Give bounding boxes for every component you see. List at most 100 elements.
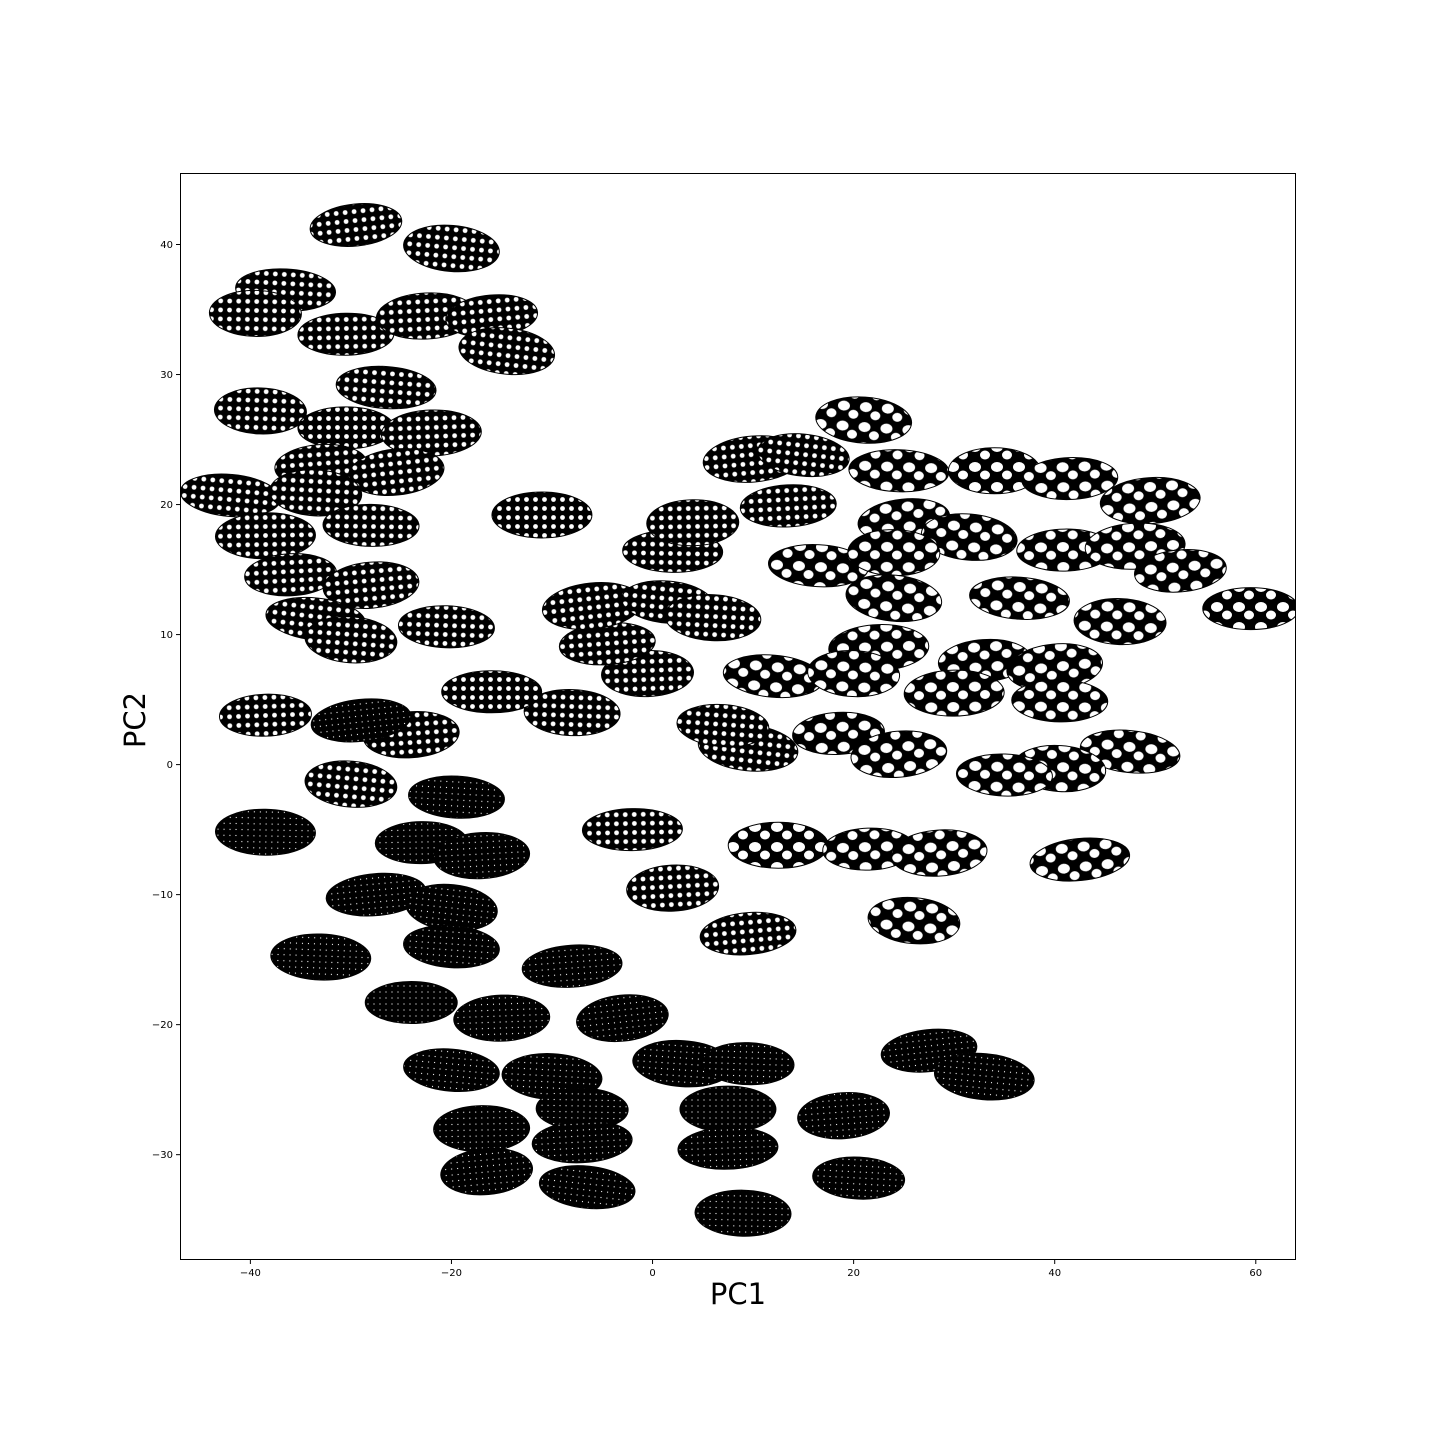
thumbnail-shape (491, 491, 593, 539)
thumbnail-shape (441, 670, 543, 714)
thumbnail-shape (218, 693, 312, 737)
thumbnail-point (955, 753, 1053, 797)
thumbnail-point (701, 1042, 795, 1086)
thumbnail-shape (727, 821, 829, 869)
thumbnail-point (850, 730, 948, 778)
thumbnail-point (538, 1165, 636, 1210)
thumbnail-shape (701, 1042, 795, 1086)
thumbnail-shape (626, 864, 720, 912)
thumbnail-shape (403, 224, 500, 273)
thumbnail-point (757, 433, 850, 478)
thumbnail-shape (335, 365, 437, 410)
thumbnail-point (920, 513, 1018, 561)
thumbnail-shape (531, 1120, 633, 1164)
thumbnail-shape (304, 616, 398, 664)
thumbnail-shape (408, 775, 505, 819)
thumbnail-shape (646, 499, 740, 547)
thumbnail-shape (304, 760, 398, 808)
thumbnail-point (903, 669, 1005, 717)
y-tick-label: 40 (160, 240, 173, 251)
thumbnail-point (626, 864, 720, 912)
thumbnail-point (739, 484, 837, 528)
thumbnail-shape (397, 605, 495, 649)
thumbnail-point (576, 994, 669, 1043)
thumbnail-point (1079, 729, 1181, 774)
x-tick-label: 20 (847, 1268, 860, 1279)
thumbnail-shape (890, 829, 988, 877)
thumbnail-point (845, 574, 943, 623)
thumbnail-shape (347, 448, 445, 496)
thumbnail-shape (214, 808, 316, 856)
thumbnail-point (397, 605, 495, 649)
plot-area-frame (180, 173, 1296, 1260)
thumbnail-point (1029, 837, 1131, 882)
y-tick-label: 10 (160, 630, 173, 641)
thumbnail-point (1073, 598, 1167, 646)
x-tick-label: 40 (1048, 1268, 1061, 1279)
thumbnail-shape (807, 649, 901, 698)
thumbnail-shape (848, 449, 950, 493)
thumbnail-point (491, 491, 593, 539)
thumbnail-point (347, 448, 445, 496)
thumbnail-point (1021, 457, 1119, 501)
thumbnail-shape (1134, 549, 1227, 593)
thumbnail-shape (679, 1085, 777, 1133)
thumbnail-shape (214, 512, 316, 560)
thumbnail-point (933, 1052, 1035, 1101)
thumbnail-shape (694, 1189, 792, 1237)
thumbnail-shape (1079, 729, 1181, 774)
thumbnail-point (581, 808, 683, 852)
thumbnail-point (214, 512, 316, 560)
thumbnail-point (1134, 549, 1227, 593)
thumbnail-point (269, 469, 363, 517)
thumbnail-point (797, 1092, 890, 1140)
y-tick-label: −10 (152, 890, 173, 901)
thumbnail-shape (739, 484, 837, 528)
y-axis-title: PC2 (118, 692, 152, 748)
thumbnail-shape (797, 1092, 890, 1140)
y-tick-label: −20 (152, 1020, 173, 1031)
thumbnail-shape (867, 896, 961, 945)
thumbnail-point (214, 808, 316, 856)
thumbnail-point (523, 689, 621, 737)
thumbnail-point (727, 821, 829, 869)
thumbnail-shape (969, 576, 1070, 620)
thumbnail-point (322, 561, 420, 609)
y-axis: −30 −20 −10 0 10 20 30 40 (152, 240, 180, 1161)
thumbnail-point (309, 203, 403, 247)
thumbnail-point (677, 1126, 779, 1170)
thumbnail-point (1011, 679, 1109, 723)
thumbnail-point (646, 499, 740, 547)
thumbnail-shape (440, 1147, 534, 1196)
thumbnail-point (208, 289, 302, 337)
thumbnail-point (453, 994, 551, 1042)
thumbnail-shape (458, 327, 556, 376)
y-tick-label: 0 (167, 760, 173, 771)
thumbnail-shape (1029, 837, 1131, 882)
thumbnail-point (1202, 587, 1296, 631)
thumbnail-point (815, 396, 913, 444)
thumbnail-point (664, 594, 762, 642)
thumbnail-point (310, 698, 412, 743)
thumbnail-shape (364, 981, 458, 1025)
y-tick-label: 20 (160, 500, 173, 511)
thumbnail-point (694, 1189, 792, 1237)
thumbnail-shape (699, 911, 797, 956)
thumbnail-shape (676, 703, 770, 748)
x-tick-label: −20 (441, 1268, 462, 1279)
thumbnail-shape (433, 1105, 531, 1153)
thumbnail-shape (815, 396, 913, 444)
x-tick-label: 0 (649, 1268, 655, 1279)
thumbnail-point (458, 327, 556, 376)
thumbnail-shape (213, 387, 307, 435)
thumbnail-point (676, 703, 770, 748)
thumbnail-point (531, 1120, 633, 1164)
thumbnail-shape (845, 574, 943, 623)
thumbnail-point (403, 924, 500, 969)
thumbnail-shape (581, 808, 683, 852)
thumbnail-point (812, 1156, 906, 1200)
thumbnail-shape (270, 933, 372, 981)
thumbnail-shape (850, 730, 948, 778)
thumbnail-shape (322, 503, 420, 547)
